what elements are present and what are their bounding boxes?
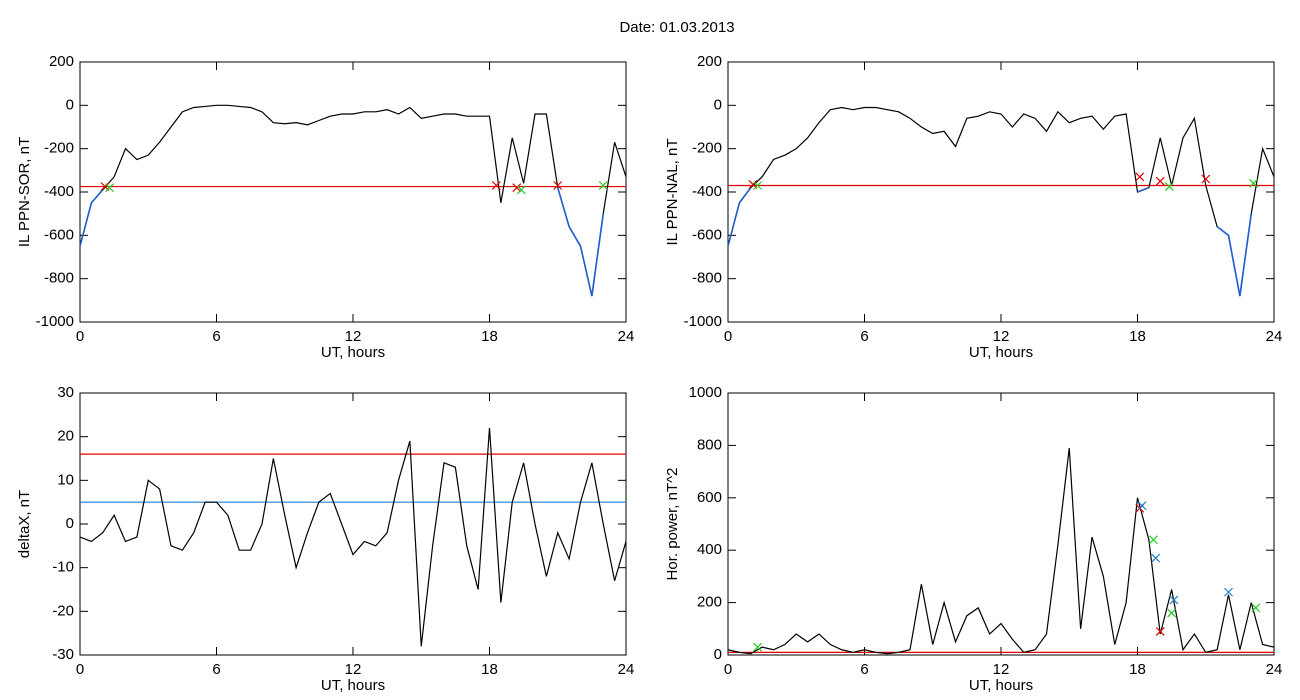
y-axis-label: deltaX, nT — [16, 490, 33, 558]
panel: 0 6 12 18 24 -30 -20 -10 0 10 20 30 UT, hours deltaX,… — [16, 384, 634, 694]
below-threshold-line — [727, 187, 752, 247]
cross-marker — [598, 181, 608, 190]
x-tick-label: 12 — [993, 328, 1010, 345]
x-axis-label: UT, hours — [321, 677, 385, 694]
y-axis-label: IL PPN-SOR, nT — [16, 137, 33, 247]
cross-marker — [1151, 553, 1161, 563]
y-tick-label: 200 — [697, 53, 722, 70]
cross-marker — [516, 185, 526, 195]
data-line — [79, 427, 627, 647]
cross-marker — [753, 642, 762, 652]
y-tick-label: 400 — [697, 541, 722, 558]
y-tick-label: -800 — [692, 270, 722, 287]
y-tick-label: 800 — [697, 436, 722, 453]
x-tick-label: 6 — [860, 328, 868, 345]
x-tick-label: 6 — [212, 661, 220, 678]
x-tick-label: 0 — [76, 328, 84, 345]
x-tick-label: 6 — [860, 661, 868, 678]
cross-marker — [1149, 535, 1158, 545]
x-tick-label: 24 — [618, 661, 635, 678]
cross-marker — [1135, 172, 1145, 182]
cross-marker — [512, 183, 522, 193]
x-tick-label: 24 — [618, 328, 635, 345]
x-tick-label: 18 — [481, 328, 498, 345]
x-tick-label: 18 — [1129, 661, 1146, 678]
y-tick-label: -200 — [692, 140, 722, 157]
cross-marker — [1249, 178, 1258, 188]
x-axis-label: UT, hours — [969, 677, 1033, 694]
x-tick-label: 0 — [724, 328, 732, 345]
panel: 0 6 12 18 24 0 200 400 600 800 1000 UT, hours Hor. p… — [664, 384, 1282, 694]
x-tick-label: 18 — [481, 661, 498, 678]
y-tick-label: 1000 — [689, 384, 722, 401]
x-tick-label: 12 — [345, 661, 362, 678]
cross-marker — [1137, 501, 1147, 511]
y-tick-label: 200 — [49, 53, 74, 70]
cross-marker — [1169, 595, 1179, 605]
cross-marker — [1224, 587, 1233, 597]
y-tick-label: 20 — [57, 428, 74, 445]
panel: 0 6 12 18 24 -1000 -800 -600 -400 -200 0 200 UT, hou… — [16, 53, 634, 361]
y-axis-label: Hor. power, nT^2 — [664, 468, 681, 581]
x-tick-label: 18 — [1129, 328, 1146, 345]
cross-marker — [1167, 608, 1177, 618]
y-tick-label: -600 — [692, 226, 722, 243]
cross-marker — [1155, 626, 1165, 636]
cross-marker — [1164, 182, 1174, 192]
y-tick-label: -200 — [44, 140, 74, 157]
x-tick-label: 12 — [345, 328, 362, 345]
y-tick-label: -800 — [44, 270, 74, 287]
x-tick-label: 12 — [993, 661, 1010, 678]
y-tick-label: -20 — [52, 602, 74, 619]
cross-marker — [1155, 176, 1165, 186]
below-threshold-line — [79, 189, 104, 247]
y-tick-label: 0 — [66, 96, 74, 113]
x-tick-label: 0 — [724, 661, 732, 678]
data-line — [79, 104, 627, 297]
below-threshold-line — [1216, 213, 1253, 297]
x-tick-label: 24 — [1266, 328, 1283, 345]
y-tick-label: 200 — [697, 594, 722, 611]
data-line — [727, 106, 1275, 297]
panel: 0 6 12 18 24 -1000 -800 -600 -400 -200 0 200 UT, hou… — [664, 53, 1282, 361]
y-tick-label: -30 — [52, 646, 74, 663]
y-tick-label: 600 — [697, 489, 722, 506]
cross-marker — [1251, 603, 1261, 613]
cross-marker — [1201, 174, 1211, 184]
cross-marker — [105, 183, 114, 193]
y-axis-label: IL PPN-NAL, nT — [664, 139, 681, 246]
data-line — [727, 447, 1275, 655]
cross-marker — [753, 181, 762, 190]
y-tick-label: 30 — [57, 384, 74, 401]
x-tick-label: 24 — [1266, 661, 1283, 678]
y-tick-label: 0 — [66, 515, 74, 532]
x-tick-label: 0 — [76, 661, 84, 678]
y-tick-label: 10 — [57, 471, 74, 488]
y-tick-label: -400 — [44, 183, 74, 200]
y-tick-label: -600 — [44, 226, 74, 243]
y-tick-label: -1000 — [36, 313, 74, 330]
y-tick-label: -1000 — [684, 313, 722, 330]
y-tick-label: 0 — [714, 96, 722, 113]
x-axis-label: UT, hours — [321, 344, 385, 361]
y-tick-label: -10 — [52, 559, 74, 576]
cross-marker — [553, 181, 563, 190]
x-tick-label: 6 — [212, 328, 220, 345]
below-threshold-line — [1137, 186, 1150, 193]
y-tick-label: 0 — [714, 646, 722, 663]
y-tick-label: -400 — [692, 183, 722, 200]
below-threshold-line — [556, 187, 605, 297]
x-axis-label: UT, hours — [969, 344, 1033, 361]
figure-title: Date: 01.03.2013 — [619, 19, 734, 36]
cross-marker — [491, 181, 501, 190]
